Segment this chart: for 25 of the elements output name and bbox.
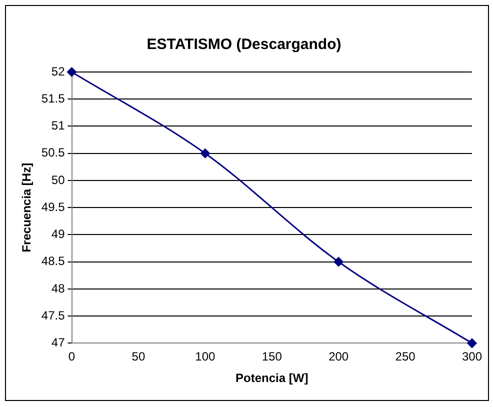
x-tick-label: 150 bbox=[262, 350, 282, 364]
x-tick-label: 200 bbox=[328, 350, 349, 364]
point bbox=[467, 338, 477, 348]
x-tick-label: 250 bbox=[395, 350, 416, 364]
y-tick-label: 50.5 bbox=[41, 146, 66, 160]
y-tick-label: 48.5 bbox=[41, 254, 66, 268]
chart-title: ESTATISMO (Descargando) bbox=[146, 36, 342, 54]
point bbox=[200, 148, 210, 158]
y-tick-label: 51.5 bbox=[41, 91, 66, 106]
y-tick-label: 52 bbox=[51, 64, 66, 78]
y-axis-title: Frecuencia [Hz] bbox=[20, 162, 34, 252]
x-tick-label: 50 bbox=[132, 350, 146, 364]
point bbox=[67, 67, 77, 77]
point bbox=[334, 257, 344, 267]
y-tick-label: 51 bbox=[51, 118, 66, 133]
y-tick-label: 47.5 bbox=[41, 308, 66, 322]
x-tick-label: 0 bbox=[68, 350, 76, 364]
x-tick-label: 100 bbox=[195, 350, 216, 364]
y-tick-label: 48 bbox=[51, 281, 66, 296]
x-tick-label: 300 bbox=[462, 350, 482, 364]
y-tick-label: 49.5 bbox=[41, 200, 66, 214]
y-tick-label: 49 bbox=[51, 227, 66, 242]
y-tick-label: 47 bbox=[51, 336, 66, 350]
y-tick-label: 50 bbox=[51, 172, 66, 187]
x-axis-title: Potencia [W] bbox=[236, 371, 308, 386]
